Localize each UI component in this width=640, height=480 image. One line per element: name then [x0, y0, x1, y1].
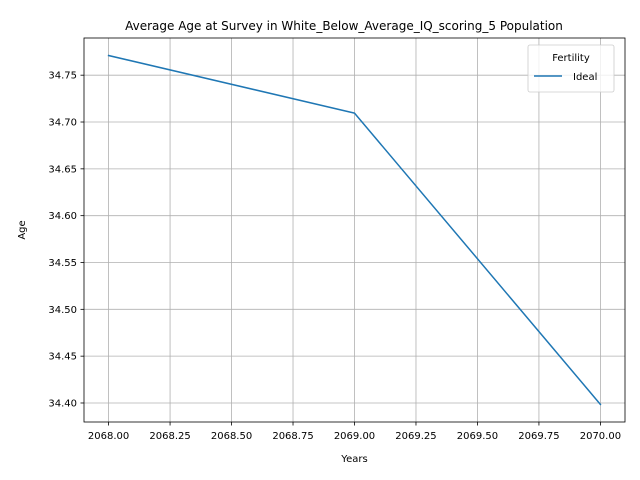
x-axis-label: Years	[340, 454, 367, 465]
y-tick-label: 34.70	[48, 118, 77, 129]
legend: Fertility Ideal	[527, 44, 615, 93]
tick-layer: 2068.00 2068.25 2068.50 2068.75 2069.00 2069.…	[48, 71, 621, 442]
y-tick-label: 34.75	[48, 71, 77, 82]
y-tick-label: 34.65	[48, 164, 77, 175]
x-tick-label: 2069.00	[334, 431, 375, 442]
y-tick-label: 34.45	[48, 352, 77, 363]
legend-label-ideal: Ideal	[573, 72, 597, 83]
x-tick-label: 2070.00	[580, 431, 621, 442]
series-layer	[107, 54, 602, 406]
x-tick-label: 2068.25	[149, 431, 190, 442]
y-tick-label: 34.55	[48, 258, 77, 269]
legend-box	[527, 44, 615, 93]
x-tick-label: 2068.50	[211, 431, 252, 442]
x-tick-label: 2068.00	[88, 431, 129, 442]
y-axis-label: Age	[17, 220, 28, 239]
y-tick-label: 34.40	[48, 398, 77, 409]
grid-layer	[84, 38, 625, 422]
x-tick-label: 2069.75	[518, 431, 559, 442]
x-tick-label: 2068.75	[272, 431, 313, 442]
legend-title: Fertility	[552, 53, 590, 64]
chart-title: Average Age at Survey in White_Below_Ave…	[125, 19, 563, 33]
series-line-ideal	[107, 54, 602, 406]
y-tick-label: 34.50	[48, 305, 77, 316]
x-tick-label: 2069.25	[395, 431, 436, 442]
x-tick-label: 2069.50	[457, 431, 498, 442]
y-tick-label: 34.60	[48, 211, 77, 222]
